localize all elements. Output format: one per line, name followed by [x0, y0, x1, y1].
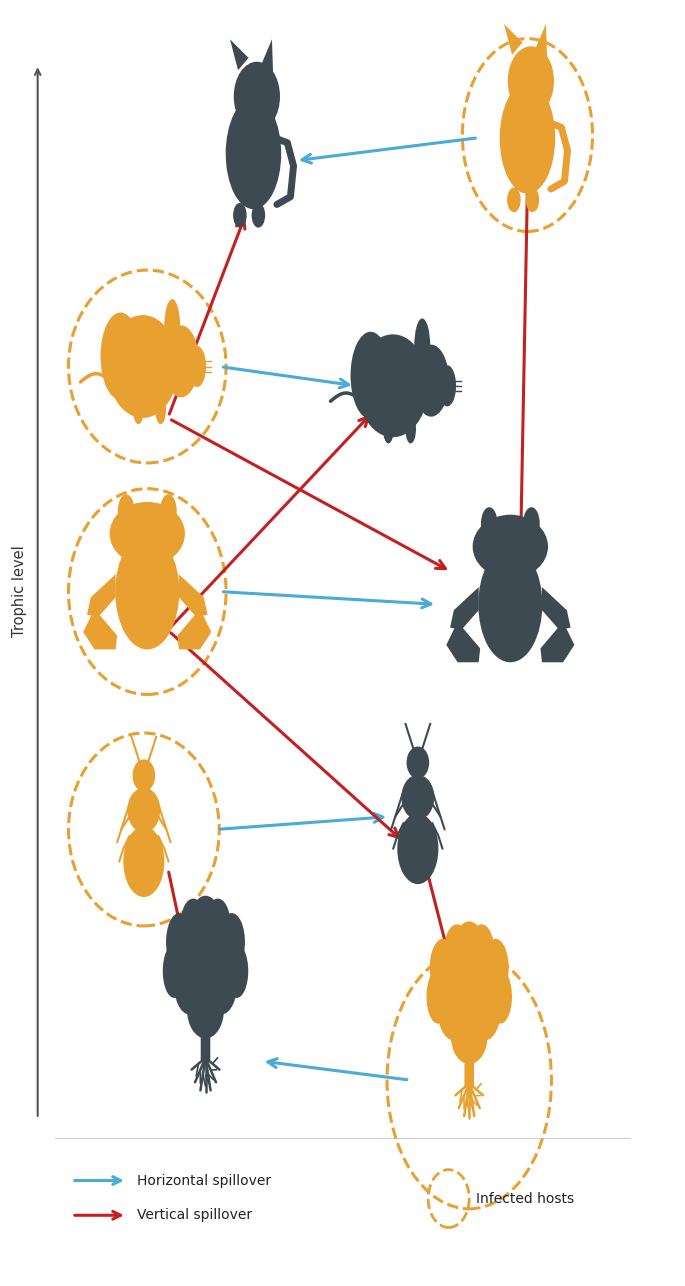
Text: Horizontal spillover: Horizontal spillover — [137, 1174, 271, 1187]
Ellipse shape — [225, 98, 281, 210]
Ellipse shape — [185, 913, 226, 990]
Ellipse shape — [233, 203, 247, 228]
Ellipse shape — [413, 345, 449, 417]
Ellipse shape — [358, 334, 429, 437]
Ellipse shape — [225, 944, 248, 998]
Polygon shape — [535, 24, 547, 60]
Ellipse shape — [406, 414, 416, 444]
Ellipse shape — [187, 980, 224, 1039]
Ellipse shape — [453, 921, 485, 976]
Text: Trophic level: Trophic level — [12, 545, 27, 638]
Ellipse shape — [160, 494, 177, 527]
Ellipse shape — [469, 925, 494, 972]
Ellipse shape — [489, 970, 512, 1024]
Ellipse shape — [132, 759, 155, 791]
Ellipse shape — [482, 939, 509, 997]
Ellipse shape — [406, 746, 429, 779]
Ellipse shape — [219, 913, 245, 971]
Ellipse shape — [110, 502, 185, 566]
Ellipse shape — [123, 827, 164, 898]
Ellipse shape — [173, 946, 205, 1015]
Ellipse shape — [101, 312, 140, 400]
Polygon shape — [87, 574, 116, 617]
Polygon shape — [447, 621, 480, 662]
Ellipse shape — [206, 946, 238, 1015]
Polygon shape — [230, 40, 249, 71]
Ellipse shape — [190, 896, 221, 949]
Polygon shape — [83, 608, 117, 649]
Polygon shape — [261, 40, 273, 76]
Polygon shape — [542, 586, 571, 630]
Ellipse shape — [508, 46, 554, 116]
Ellipse shape — [155, 395, 166, 424]
Ellipse shape — [397, 814, 438, 885]
Ellipse shape — [251, 203, 265, 228]
Ellipse shape — [118, 494, 134, 527]
Ellipse shape — [429, 939, 456, 997]
Ellipse shape — [523, 507, 540, 540]
Ellipse shape — [351, 332, 390, 419]
Polygon shape — [450, 586, 479, 630]
Ellipse shape — [383, 414, 394, 444]
Polygon shape — [177, 608, 211, 649]
Ellipse shape — [427, 970, 449, 1024]
Ellipse shape — [166, 913, 192, 971]
Ellipse shape — [115, 534, 179, 649]
Ellipse shape — [525, 188, 539, 212]
FancyBboxPatch shape — [201, 1001, 210, 1061]
Ellipse shape — [234, 62, 280, 131]
Ellipse shape — [451, 1006, 488, 1065]
Text: Infected hosts: Infected hosts — [476, 1192, 574, 1205]
Polygon shape — [504, 24, 523, 55]
Ellipse shape — [473, 514, 548, 579]
Ellipse shape — [181, 899, 206, 946]
Ellipse shape — [164, 300, 180, 356]
Ellipse shape — [188, 346, 206, 387]
Ellipse shape — [438, 365, 456, 406]
Polygon shape — [540, 621, 574, 662]
Polygon shape — [179, 574, 208, 617]
Ellipse shape — [470, 972, 501, 1040]
Ellipse shape — [437, 972, 469, 1040]
Ellipse shape — [163, 325, 199, 397]
Ellipse shape — [133, 395, 144, 424]
Ellipse shape — [507, 188, 521, 212]
Ellipse shape — [163, 944, 186, 998]
Ellipse shape — [478, 547, 543, 662]
Ellipse shape — [401, 774, 434, 820]
Ellipse shape — [107, 315, 178, 418]
Ellipse shape — [481, 507, 497, 540]
Ellipse shape — [449, 939, 490, 1016]
Ellipse shape — [127, 787, 160, 833]
Ellipse shape — [206, 899, 230, 946]
Ellipse shape — [414, 319, 430, 376]
Ellipse shape — [500, 82, 556, 194]
Text: Vertical spillover: Vertical spillover — [137, 1209, 252, 1222]
Ellipse shape — [445, 925, 469, 972]
FancyBboxPatch shape — [464, 1026, 474, 1087]
